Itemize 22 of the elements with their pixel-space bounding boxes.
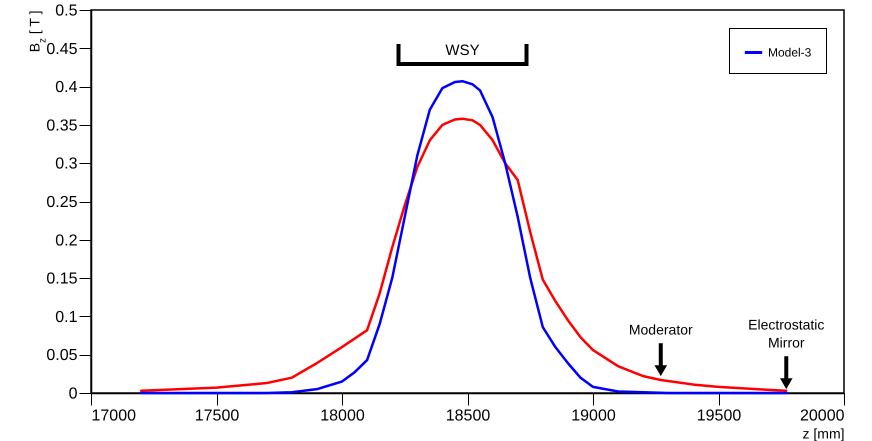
y-tick-label: 0 bbox=[68, 386, 78, 402]
y-tick-label: 0.45 bbox=[46, 40, 78, 58]
x-tick-label: 18000 bbox=[320, 408, 365, 424]
annotation: WSY bbox=[445, 42, 480, 59]
x-tick-label: 17500 bbox=[194, 408, 240, 424]
y-tick-label: 0.25 bbox=[46, 194, 78, 211]
x-tick-label: 18500 bbox=[446, 408, 490, 424]
y-tick-label: 0.1 bbox=[55, 308, 78, 326]
y-tick-label: 0.35 bbox=[46, 117, 78, 134]
y-tick-label: 0.2 bbox=[55, 232, 78, 250]
y-tick-label: 0.3 bbox=[55, 156, 78, 173]
y-tick-label: 0.4 bbox=[55, 79, 78, 96]
x-tick-label: 17000 bbox=[92, 408, 136, 424]
annotation: Moderator bbox=[628, 322, 694, 338]
y-tick-label: 0.15 bbox=[46, 270, 78, 288]
x-tick-label: 20000 bbox=[800, 408, 845, 424]
legend-label: Model-3 bbox=[768, 46, 812, 60]
annotation: Electrostatic Mirror bbox=[748, 316, 824, 351]
y-tick-label: 0.05 bbox=[46, 347, 78, 364]
y-tick-label: 0.5 bbox=[55, 2, 78, 20]
x-tick-label: 19000 bbox=[571, 408, 616, 424]
x-tick-label: 19500 bbox=[696, 408, 742, 424]
